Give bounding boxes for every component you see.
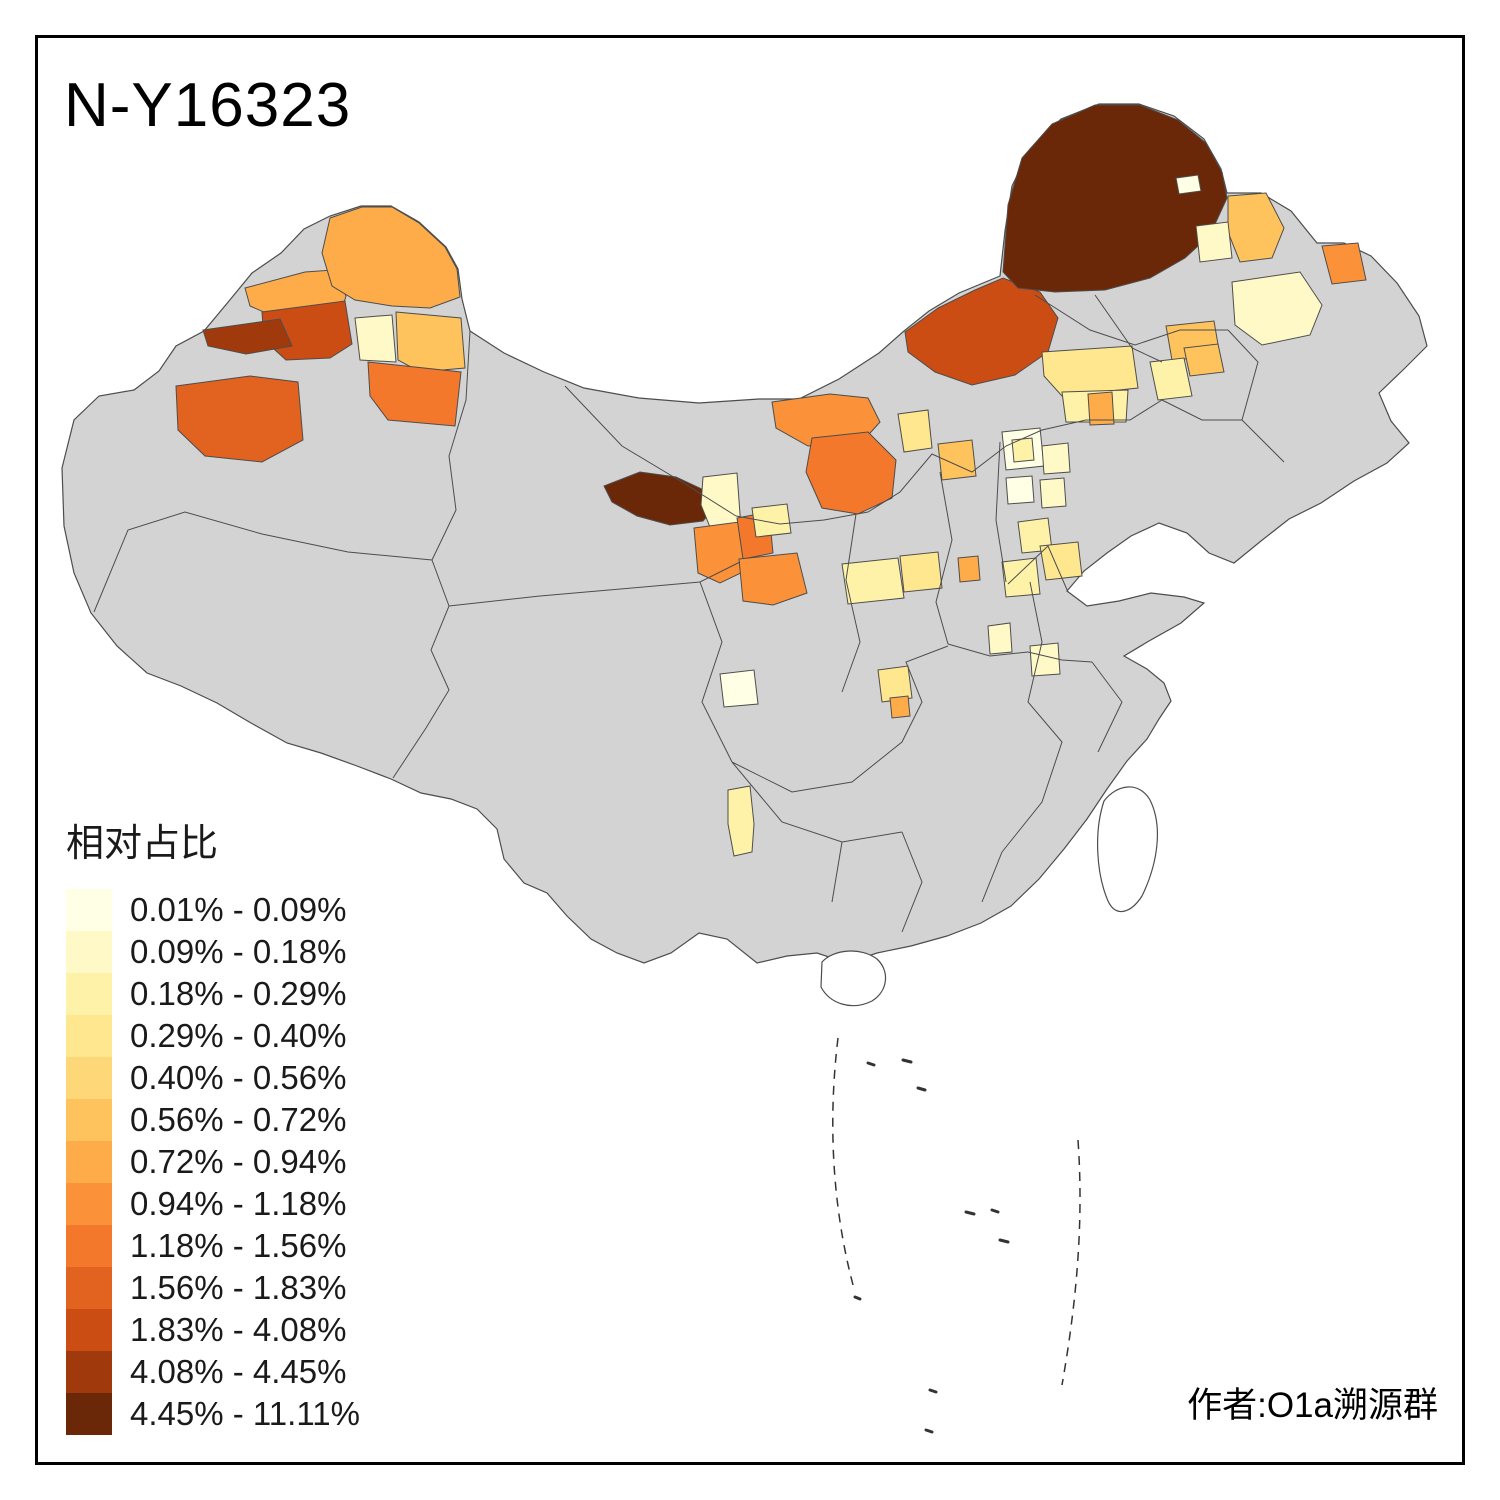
map-region-xinjiang-aksu bbox=[175, 375, 304, 463]
legend-row: 0.18% - 0.29% bbox=[66, 973, 360, 1015]
legend: 相对占比 0.01% - 0.09% 0.09% - 0.18% 0.18% - 0… bbox=[66, 812, 360, 1435]
legend-title: 相对占比 bbox=[66, 823, 219, 865]
legend-swatch bbox=[66, 1015, 112, 1057]
legend-label: 1.56% - 1.83% bbox=[130, 1269, 347, 1306]
map-region-xinjiang-urumqi bbox=[367, 361, 462, 427]
map-region-liaoning-west-pale bbox=[1149, 357, 1193, 401]
map-region-gansu-east-pale bbox=[751, 503, 792, 538]
map-region-xinjiang-altay bbox=[321, 206, 461, 309]
map-region-neimenggu-bayannur bbox=[771, 393, 881, 447]
legend-label: 1.18% - 1.56% bbox=[130, 1227, 347, 1264]
south-china-sea-dash-lines bbox=[832, 1037, 1081, 1386]
legend-label: 1.83% - 4.08% bbox=[130, 1311, 347, 1348]
legend-row: 0.94% - 1.18% bbox=[66, 1183, 360, 1225]
legend-label: 0.72% - 0.94% bbox=[130, 1143, 347, 1180]
legend-swatch bbox=[66, 1351, 112, 1393]
map-region-hulunbuir-inner-pale bbox=[1175, 174, 1202, 195]
legend-swatch bbox=[66, 1393, 112, 1435]
legend-row: 0.56% - 0.72% bbox=[66, 1099, 360, 1141]
legend-row: 1.83% - 4.08% bbox=[66, 1309, 360, 1351]
legend-swatch bbox=[66, 1267, 112, 1309]
legend-swatch bbox=[66, 1141, 112, 1183]
legend-row: 0.29% - 0.40% bbox=[66, 1015, 360, 1057]
legend-label: 0.18% - 0.29% bbox=[130, 975, 347, 1012]
taiwan-island bbox=[1097, 786, 1158, 912]
map-region-neimenggu-hohhot bbox=[937, 439, 977, 481]
map-region-shanxi-north-pale bbox=[1005, 475, 1035, 505]
map-region-beijing-yellow bbox=[1011, 437, 1035, 463]
legend-row: 0.40% - 0.56% bbox=[66, 1057, 360, 1099]
map-region-chongqing-yellow bbox=[877, 665, 913, 703]
map-region-neimenggu-ordos bbox=[805, 431, 897, 515]
map-region-shanxi-yellow bbox=[899, 551, 943, 593]
map-region-heilongjiang-central-pale bbox=[1231, 271, 1323, 346]
map-region-xinjiang-ili bbox=[202, 318, 293, 355]
map-region-liaoning-north-orange bbox=[1183, 343, 1225, 377]
legend-label: 0.01% - 0.09% bbox=[130, 891, 347, 928]
legend-label: 4.08% - 4.45% bbox=[130, 1353, 347, 1390]
legend-label: 0.09% - 0.18% bbox=[130, 933, 347, 970]
legend-swatch bbox=[66, 889, 112, 931]
map-region-hebei-west-pale bbox=[1039, 477, 1067, 509]
map-region-heilongjiang-east-orange bbox=[1321, 242, 1367, 285]
legend-row: 4.08% - 4.45% bbox=[66, 1351, 360, 1393]
province-borders bbox=[93, 294, 1285, 933]
map-region-gansu-southeast bbox=[738, 552, 808, 606]
map-region-hebei-north-pale bbox=[1041, 442, 1071, 475]
map-region-heilongjiang-nen-pale bbox=[1195, 221, 1233, 263]
map-region-anhui-north-pale bbox=[1029, 642, 1061, 677]
legend-row: 0.72% - 0.94% bbox=[66, 1141, 360, 1183]
legend-swatch bbox=[66, 1225, 112, 1267]
legend-swatch bbox=[66, 1309, 112, 1351]
legend-label: 0.94% - 1.18% bbox=[130, 1185, 347, 1222]
map-region-henan-south-pale bbox=[987, 622, 1013, 655]
legend-swatch bbox=[66, 1057, 112, 1099]
map-region-hulunbuir bbox=[1002, 104, 1228, 293]
legend-swatch bbox=[66, 1099, 112, 1141]
map-region-shaanxi-north-yellow bbox=[841, 557, 905, 605]
legend-swatch bbox=[66, 1183, 112, 1225]
map-region-neimenggu-xilingol bbox=[904, 277, 1059, 386]
hainan-island bbox=[820, 950, 886, 1007]
legend-label: 0.29% - 0.40% bbox=[130, 1017, 347, 1054]
map-region-gansu-lanzhou bbox=[693, 521, 746, 584]
map-region-neimenggu-tongliao-pale bbox=[1041, 345, 1139, 397]
legend-swatch bbox=[66, 973, 112, 1015]
legend-label: 0.40% - 0.56% bbox=[130, 1059, 347, 1096]
map-region-xinjiang-shihezi-pale bbox=[354, 314, 397, 363]
page-title: N-Y16323 bbox=[64, 71, 352, 140]
legend-row: 4.45% - 11.11% bbox=[66, 1393, 360, 1435]
map-region-shanxi-south-orange bbox=[957, 555, 981, 583]
south-china-sea-islets bbox=[853, 1058, 1010, 1434]
attribution-text: 作者:O1a溯源群 bbox=[1187, 1386, 1438, 1425]
map-region-henan-north-yellow bbox=[1001, 557, 1041, 598]
legend-swatch bbox=[66, 931, 112, 973]
map-region-chifeng-orange-strip bbox=[1087, 391, 1115, 426]
legend-items: 0.01% - 0.09% 0.09% - 0.18% 0.18% - 0.29% 0… bbox=[66, 889, 360, 1435]
legend-row: 0.09% - 0.18% bbox=[66, 931, 360, 973]
map-region-xinjiang-changji bbox=[395, 311, 466, 373]
legend-row: 1.18% - 1.56% bbox=[66, 1225, 360, 1267]
legend-row: 1.56% - 1.83% bbox=[66, 1267, 360, 1309]
map-region-sichuan-west-pale bbox=[719, 669, 759, 708]
legend-label: 0.56% - 0.72% bbox=[130, 1101, 347, 1138]
colored-regions bbox=[175, 104, 1367, 857]
map-region-yunnan-east-yellow bbox=[727, 785, 755, 857]
legend-label: 4.45% - 11.11% bbox=[130, 1395, 360, 1432]
map-region-neimenggu-baotou-pale bbox=[897, 409, 933, 453]
legend-row: 0.01% - 0.09% bbox=[66, 889, 360, 931]
map-region-chongqing-south-orange bbox=[889, 695, 911, 719]
